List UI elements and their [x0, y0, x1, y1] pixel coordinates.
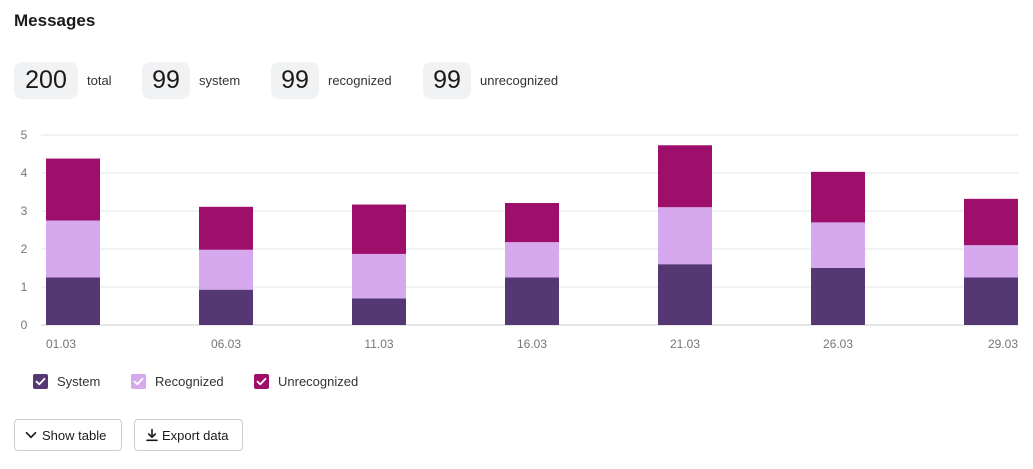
bar-segment-recognized — [352, 253, 406, 299]
stat-unrecognized-label: unrecognized — [480, 73, 559, 88]
chevron-down-icon — [25, 431, 37, 439]
x-tick-label: 21.03 — [670, 337, 700, 351]
bar-segment-unrecognized — [505, 203, 559, 243]
y-tick-label: 2 — [21, 242, 28, 256]
bar-segment-system — [46, 277, 100, 325]
bar-segment-system — [199, 289, 253, 325]
check-icon — [35, 377, 46, 386]
y-tick-label: 5 — [21, 128, 28, 142]
y-tick-label: 0 — [21, 318, 28, 332]
x-tick-label: 06.03 — [211, 337, 241, 351]
bar-segment-unrecognized — [964, 198, 1018, 246]
bar-segment-recognized — [505, 242, 559, 278]
x-tick-label: 01.03 — [46, 337, 76, 351]
stat-unrecognized-value: 99 — [423, 62, 471, 99]
legend-label-unrecognized: Unrecognized — [278, 374, 359, 389]
y-tick-label: 3 — [21, 204, 28, 218]
stat-recognized-value: 99 — [271, 62, 319, 99]
checkbox-system[interactable] — [33, 374, 48, 389]
x-tick-label: 26.03 — [823, 337, 853, 351]
bar-segment-unrecognized — [811, 171, 865, 223]
bar-segment-unrecognized — [199, 206, 253, 250]
show-table-button[interactable]: Show table — [14, 419, 122, 451]
bar-segment-system — [352, 298, 406, 325]
stat-total-label: total — [87, 73, 112, 88]
bar-segment-recognized — [811, 222, 865, 268]
panel-title: Messages — [14, 11, 96, 30]
stat-total-value: 200 — [14, 62, 78, 99]
stacked-bar-chart: 0 1 2 3 4 5 01.03 06.03 11.03 16.03 21.03 26.03 29.0… — [21, 128, 1019, 351]
bar-segment-unrecognized — [352, 204, 406, 254]
legend-label-system: System — [57, 374, 101, 389]
bar-segment-unrecognized — [46, 158, 100, 221]
show-table-label: Show table — [42, 428, 107, 443]
legend-label-recognized: Recognized — [155, 374, 224, 389]
x-tick-label: 11.03 — [364, 337, 393, 351]
check-icon — [133, 377, 144, 386]
bar-segment-recognized — [199, 249, 253, 290]
y-tick-label: 4 — [21, 166, 28, 180]
export-data-button[interactable]: Export data — [134, 419, 243, 451]
x-tick-label: 16.03 — [517, 337, 547, 351]
checkbox-recognized[interactable] — [131, 374, 146, 389]
bar-segment-recognized — [964, 245, 1018, 278]
stat-system-value: 99 — [142, 62, 190, 99]
bar-segment-system — [811, 268, 865, 325]
bar-segment-system — [505, 277, 559, 325]
bar-segment-recognized — [658, 207, 712, 265]
stat-recognized-label: recognized — [328, 73, 392, 88]
bar-segment-system — [658, 264, 712, 325]
bar-segment-system — [964, 277, 1018, 325]
bar-segment-unrecognized — [658, 145, 712, 208]
checkbox-unrecognized[interactable] — [254, 374, 269, 389]
bar-segment-recognized — [46, 220, 100, 278]
y-tick-label: 1 — [21, 280, 28, 294]
x-tick-label: 29.03 — [988, 337, 1018, 351]
download-icon — [146, 428, 158, 442]
stat-system-label: system — [199, 73, 241, 88]
export-data-label: Export data — [162, 428, 229, 443]
check-icon — [256, 377, 267, 386]
